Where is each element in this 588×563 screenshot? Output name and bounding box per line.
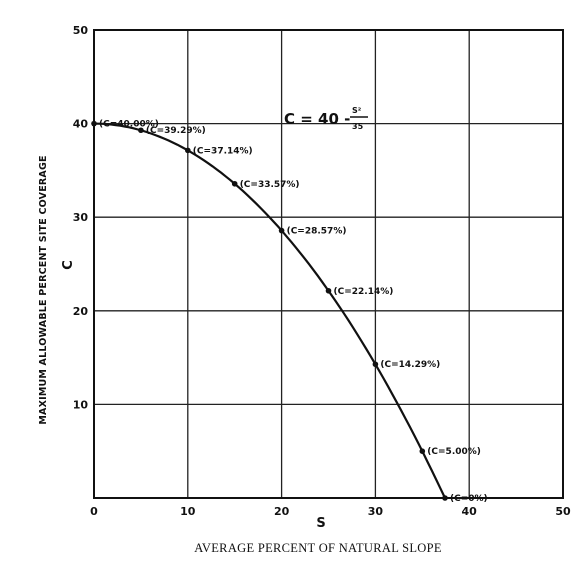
- y-tick-label: 20: [73, 305, 89, 318]
- data-point-label: (C=22.14%): [334, 287, 394, 297]
- data-point: [325, 287, 332, 294]
- data-point: [138, 127, 144, 134]
- y-tick-label: 40: [73, 118, 89, 131]
- data-point: [278, 227, 285, 234]
- data-point-label: (C=14.29%): [380, 360, 440, 370]
- data-point-label: (C=39.29%): [146, 126, 206, 136]
- x-tick-label: 10: [180, 505, 196, 518]
- x-axis-title: AVERAGE PERCENT OF NATURAL SLOPE: [194, 541, 442, 555]
- grid: [94, 30, 563, 498]
- x-tick-label: 50: [555, 505, 571, 518]
- data-point-label: (C=28.57%): [287, 227, 347, 237]
- formula-numerator: S²: [352, 106, 362, 115]
- formula-lhs: C = 40 -: [284, 110, 350, 128]
- data-point: [185, 147, 191, 154]
- data-point-label: (C=5.00%): [427, 447, 481, 457]
- plot-frame: [93, 29, 564, 499]
- x-tick-label: 30: [368, 505, 384, 518]
- y-axis-title: MAXIMUM ALLOWABLE PERCENT SITE COVERAGE: [38, 155, 49, 424]
- x-tick-label: 20: [274, 505, 290, 518]
- x-tick-label: 40: [462, 505, 478, 518]
- y-tick-labels: 10 20 30 40 50: [73, 24, 89, 411]
- data-point: [419, 448, 426, 455]
- data-point-label: (C=40.00%): [99, 120, 159, 130]
- y-tick-label: 10: [73, 398, 89, 411]
- data-point-label: (C=37.14%): [193, 146, 253, 156]
- formula: C = 40 - S² 35: [284, 106, 368, 131]
- y-tick-label: 30: [73, 211, 89, 224]
- data-point: [442, 495, 448, 501]
- data-point: [231, 180, 238, 187]
- data-point-label: (C=33.57%): [240, 180, 300, 190]
- coverage-curve: [93, 122, 446, 499]
- data-points: (C=40.00%)(C=39.29%) (C=37.14%) (C=33.57%)…: [91, 120, 488, 504]
- y-variable-label: C: [61, 260, 76, 270]
- data-point-label: (C=0%): [450, 494, 488, 504]
- data-point: [372, 361, 379, 368]
- data-point: [91, 120, 97, 127]
- x-variable-label: S: [316, 516, 325, 531]
- x-tick-label: 0: [90, 505, 98, 518]
- x-tick-labels: 0 10 20 30 40 50: [90, 505, 571, 518]
- y-tick-label: 50: [73, 24, 89, 37]
- formula-denominator: 35: [352, 122, 364, 131]
